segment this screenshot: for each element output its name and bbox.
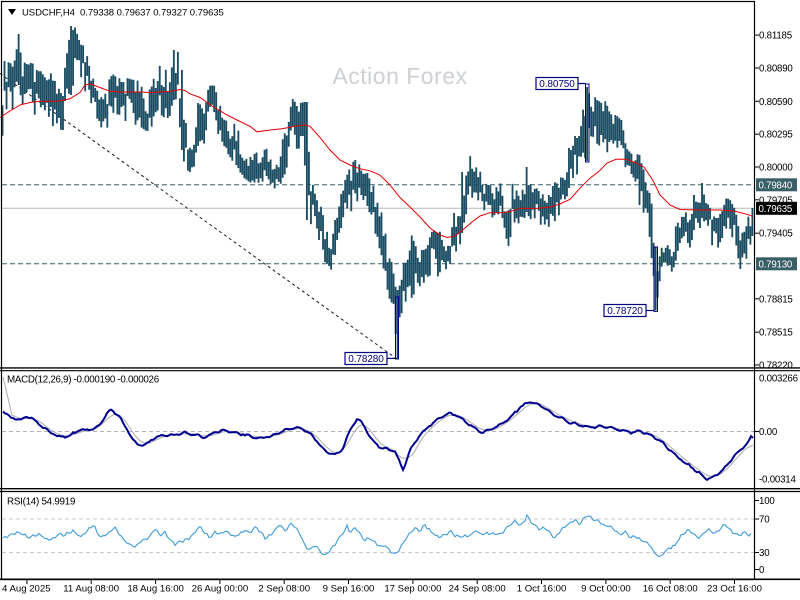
svg-text:0: 0 [759, 565, 765, 576]
svg-text:-0.00314: -0.00314 [759, 475, 796, 486]
svg-text:4 Aug 2025: 4 Aug 2025 [2, 584, 51, 595]
svg-text:9 Oct 00:00: 9 Oct 00:00 [581, 584, 631, 595]
svg-text:0.81185: 0.81185 [759, 31, 792, 42]
svg-text:0.80890: 0.80890 [759, 64, 793, 75]
svg-text:0.80295: 0.80295 [759, 130, 793, 141]
svg-text:0.78815: 0.78815 [759, 294, 793, 305]
svg-text:0.80750: 0.80750 [539, 79, 575, 90]
svg-text:1 Oct 16:00: 1 Oct 16:00 [517, 584, 567, 595]
svg-text:0.79840: 0.79840 [759, 180, 793, 191]
svg-text:0.78720: 0.78720 [607, 306, 643, 317]
svg-text:0.80000: 0.80000 [759, 163, 793, 174]
svg-text:MACD(12,26,9) -0.000190 -0.000: MACD(12,26,9) -0.000190 -0.000026 [7, 375, 160, 386]
svg-text:0.00: 0.00 [759, 427, 778, 438]
svg-text:USDCHF,H4 0.79338 0.79637 0.7: USDCHF,H4 0.79338 0.79637 0.79327 0.7963… [22, 8, 224, 19]
svg-text:23 Oct 16:00: 23 Oct 16:00 [707, 584, 762, 595]
svg-text:0.80590: 0.80590 [759, 97, 793, 108]
svg-text:11 Aug 08:00: 11 Aug 08:00 [63, 584, 119, 595]
svg-text:18 Aug 16:00: 18 Aug 16:00 [127, 584, 184, 595]
svg-text:0.79130: 0.79130 [759, 259, 793, 270]
svg-text:24 Sep 08:00: 24 Sep 08:00 [449, 584, 506, 595]
svg-text:0.79405: 0.79405 [759, 229, 793, 240]
svg-text:9 Sep 16:00: 9 Sep 16:00 [323, 584, 375, 595]
svg-text:17 Sep 00:00: 17 Sep 00:00 [384, 584, 441, 595]
svg-text:70: 70 [759, 515, 770, 526]
svg-text:0.79705: 0.79705 [759, 195, 793, 206]
svg-text:30: 30 [759, 548, 770, 559]
svg-text:RSI(14) 54.9919: RSI(14) 54.9919 [7, 497, 75, 508]
svg-text:0.78280: 0.78280 [348, 354, 384, 365]
svg-text:0.78220: 0.78220 [759, 361, 793, 372]
svg-text:16 Oct 08:00: 16 Oct 08:00 [643, 584, 698, 595]
svg-text:26 Aug 00:00: 26 Aug 00:00 [192, 584, 249, 595]
svg-text:0.003266: 0.003266 [759, 374, 798, 385]
svg-text:Action Forex: Action Forex [332, 63, 467, 89]
svg-text:100: 100 [759, 496, 775, 507]
svg-text:0.79635: 0.79635 [759, 204, 793, 215]
svg-text:0.78515: 0.78515 [759, 328, 793, 339]
svg-text:2 Sep 08:00: 2 Sep 08:00 [258, 584, 310, 595]
